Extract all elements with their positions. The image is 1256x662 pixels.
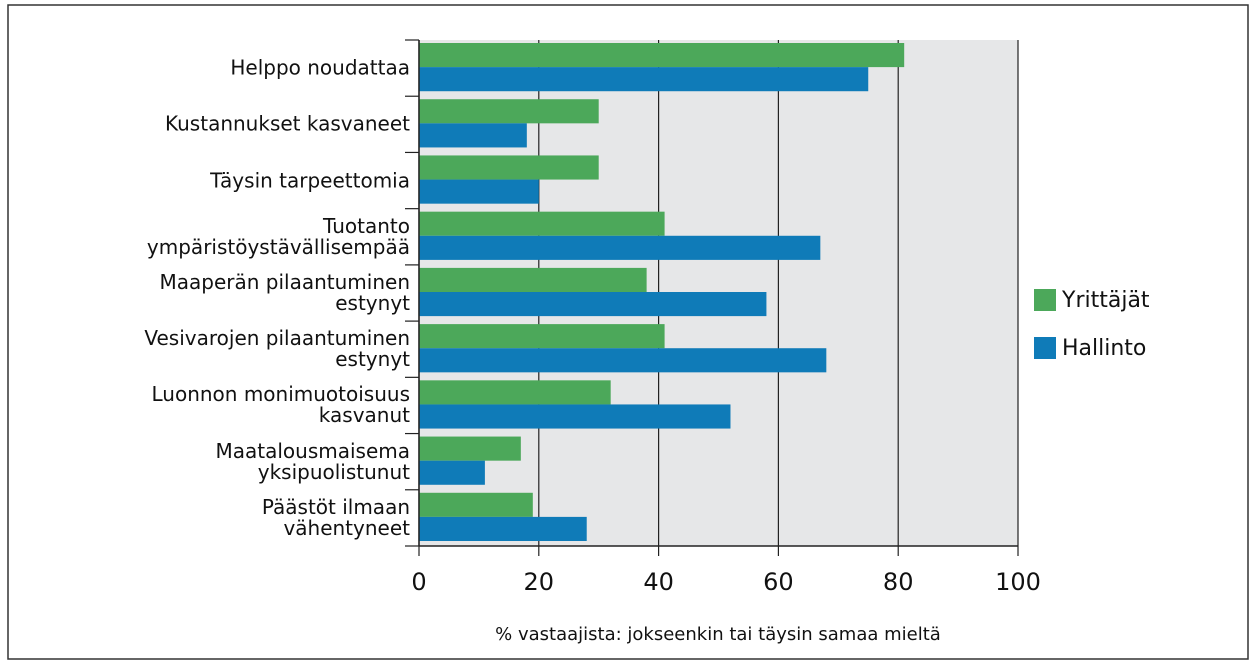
bar xyxy=(419,67,869,92)
x-tick-label: 60 xyxy=(763,568,794,596)
x-tick-label: 100 xyxy=(995,568,1041,596)
x-tick-label: 80 xyxy=(883,568,914,596)
x-tick-label: 20 xyxy=(524,568,555,596)
y-tick-label: Luonnon monimuotoisuus kasvanut xyxy=(151,382,411,428)
bar xyxy=(419,460,485,485)
bar xyxy=(419,235,821,260)
y-tick-label: Kustannukset kasvaneet xyxy=(165,111,410,136)
bar xyxy=(419,348,827,373)
y-tick-label: Vesivarojen pilaantuminen estynyt xyxy=(144,326,410,372)
legend-swatch xyxy=(1034,289,1056,311)
bar xyxy=(419,492,533,517)
x-axis-title: % vastaajista: jokseenkin tai täysin sam… xyxy=(495,624,941,645)
bar xyxy=(419,43,905,68)
bar xyxy=(419,292,767,317)
y-tick-label: Täysin tarpeettomia xyxy=(210,168,410,193)
bar xyxy=(419,211,665,236)
y-tick-label: Päästöt ilmaan vähentyneet xyxy=(261,494,410,540)
bar xyxy=(419,155,599,180)
bar xyxy=(419,324,665,349)
bar xyxy=(419,99,599,124)
bar xyxy=(419,267,647,292)
y-tick-label: Helppo noudattaa xyxy=(230,55,410,80)
y-tick-label: Tuotanto ympäristöystävällisempää xyxy=(146,213,410,259)
x-tick-label: 0 xyxy=(411,568,426,596)
legend-label: Yrittäjät xyxy=(1061,288,1150,313)
bar xyxy=(419,179,539,204)
frame xyxy=(7,4,1249,660)
bar xyxy=(419,436,521,461)
legend-label: Hallinto xyxy=(1062,336,1146,361)
bar xyxy=(419,404,731,429)
bar xyxy=(419,123,527,148)
y-tick-label: Maaperän pilaantuminen estynyt xyxy=(159,270,411,315)
x-tick-label: 40 xyxy=(643,568,674,596)
y-tick-label: Maatalousmaisema yksipuolistunut xyxy=(215,438,410,484)
legend-swatch xyxy=(1034,337,1056,359)
bar xyxy=(419,516,587,541)
bar xyxy=(419,380,611,405)
